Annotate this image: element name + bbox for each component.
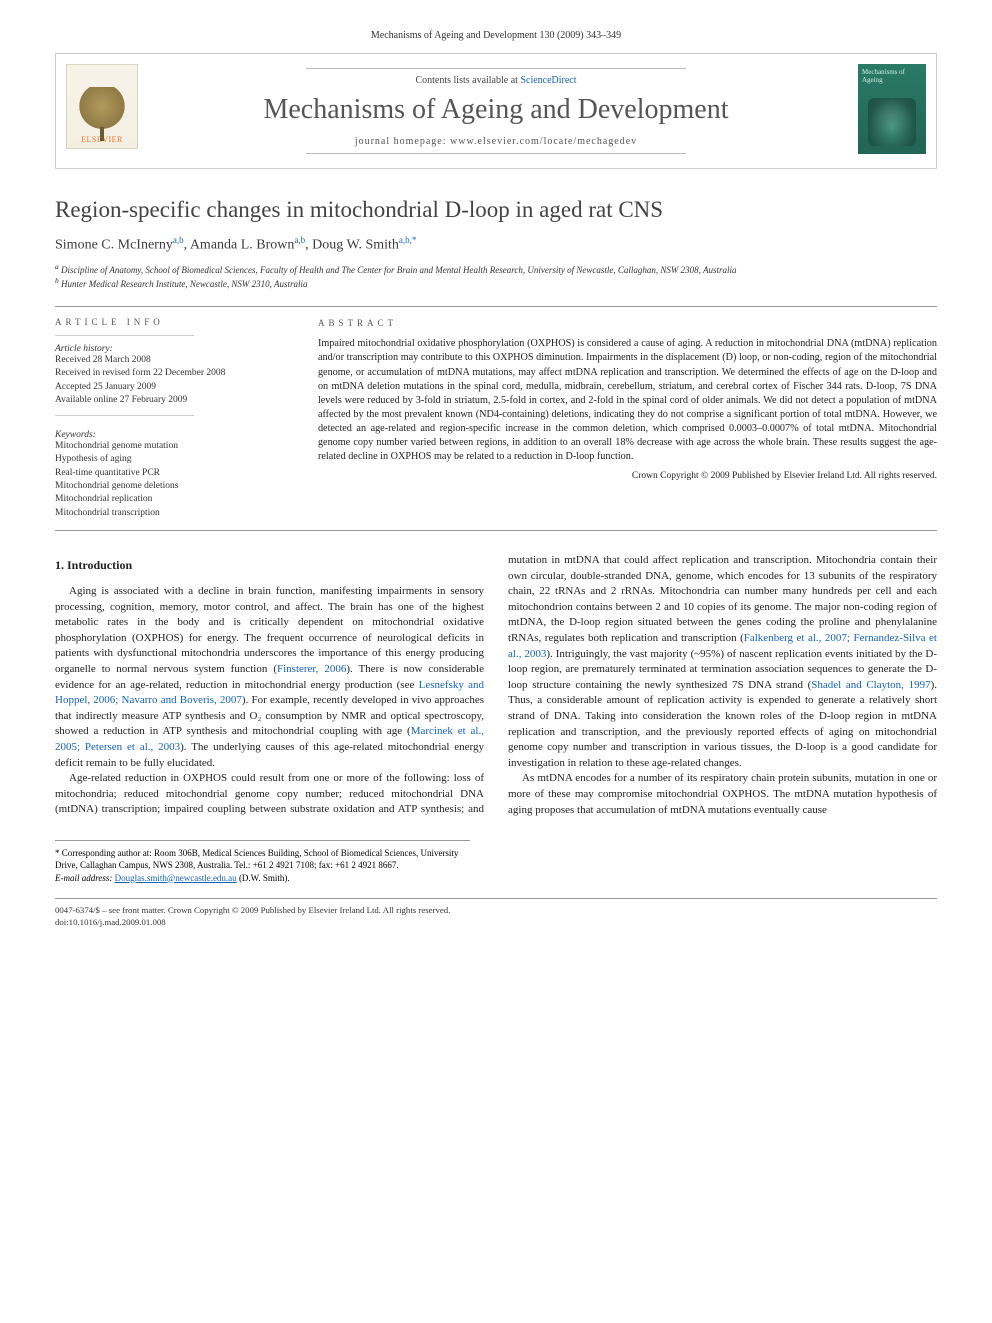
author-name: Doug W. Smith <box>312 238 399 253</box>
author-name: Simone C. McInerny <box>55 238 173 253</box>
elsevier-logo: ELSEVIER <box>66 64 138 149</box>
history-line: Available online 27 February 2009 <box>55 394 286 407</box>
abstract-text: Impaired mitochondrial oxidative phospho… <box>318 337 937 464</box>
keywords-heading: Keywords: <box>55 430 286 440</box>
author-name: Amanda L. Brown <box>190 238 295 253</box>
contents-prefix: Contents lists available at <box>415 75 520 86</box>
journal-masthead: ELSEVIER Mechanisms of Ageing Contents l… <box>55 53 937 169</box>
affiliations: a Discipline of Anatomy, School of Biome… <box>55 262 937 290</box>
journal-homepage: journal homepage: www.elsevier.com/locat… <box>151 136 841 147</box>
journal-cover-thumbnail: Mechanisms of Ageing <box>858 64 926 154</box>
history-line: Received in revised form 22 December 200… <box>55 367 286 380</box>
article-info-box: ARTICLE INFO Article history: Received 2… <box>55 307 302 530</box>
abstract-label: ABSTRACT <box>318 317 937 329</box>
abstract-copyright: Crown Copyright © 2009 Published by Else… <box>318 470 937 483</box>
author-list: Simone C. McInernya,b, Amanda L. Browna,… <box>55 235 937 254</box>
author-affref: a,b,* <box>399 235 417 245</box>
keyword: Mitochondrial genome mutation <box>55 440 286 453</box>
body-paragraph: Aging is associated with a decline in br… <box>55 584 484 771</box>
article-title: Region-specific changes in mitochondrial… <box>55 197 937 223</box>
email-line: E-mail address: Douglas.smith@newcastle.… <box>55 872 470 884</box>
keyword: Mitochondrial transcription <box>55 507 286 520</box>
abstract-box: ABSTRACT Impaired mitochondrial oxidativ… <box>302 307 937 530</box>
keyword: Hypothesis of aging <box>55 453 286 466</box>
citation: Shadel and Clayton, 1997 <box>811 679 930 691</box>
history-line: Accepted 25 January 2009 <box>55 381 286 394</box>
front-matter-line: 0047-6374/$ – see front matter. Crown Co… <box>55 905 937 917</box>
keyword: Real-time quantitative PCR <box>55 467 286 480</box>
footnotes: * Corresponding author at: Room 306B, Me… <box>55 840 470 883</box>
history-line: Received 28 March 2008 <box>55 354 286 367</box>
journal-title: Mechanisms of Ageing and Development <box>151 94 841 126</box>
history-heading: Article history: <box>55 344 286 354</box>
body-paragraph: As mtDNA encodes for a number of its res… <box>508 771 937 818</box>
affiliation-line: a Discipline of Anatomy, School of Biome… <box>55 262 937 276</box>
running-header: Mechanisms of Ageing and Development 130… <box>55 30 937 41</box>
article-body: 1. Introduction Aging is associated with… <box>55 553 937 818</box>
sciencedirect-link[interactable]: ScienceDirect <box>520 75 576 86</box>
citation: Finsterer, 2006 <box>277 663 346 675</box>
author-affref: a,b <box>173 235 184 245</box>
affiliation-line: b Hunter Medical Research Institute, New… <box>55 276 937 290</box>
tree-icon <box>78 87 126 135</box>
keyword: Mitochondrial replication <box>55 493 286 506</box>
footer-meta: 0047-6374/$ – see front matter. Crown Co… <box>55 898 937 929</box>
corresponding-author: * Corresponding author at: Room 306B, Me… <box>55 847 470 871</box>
section-heading: 1. Introduction <box>55 557 484 574</box>
contents-line: Contents lists available at ScienceDirec… <box>151 75 841 86</box>
doi-line: doi:10.1016/j.mad.2009.01.008 <box>55 917 937 929</box>
keyword: Mitochondrial genome deletions <box>55 480 286 493</box>
cover-caption: Mechanisms of Ageing <box>862 68 905 84</box>
author-email-link[interactable]: Douglas.smith@newcastle.edu.au <box>115 873 237 883</box>
article-info-label: ARTICLE INFO <box>55 317 286 327</box>
author-affref: a,b <box>294 235 305 245</box>
